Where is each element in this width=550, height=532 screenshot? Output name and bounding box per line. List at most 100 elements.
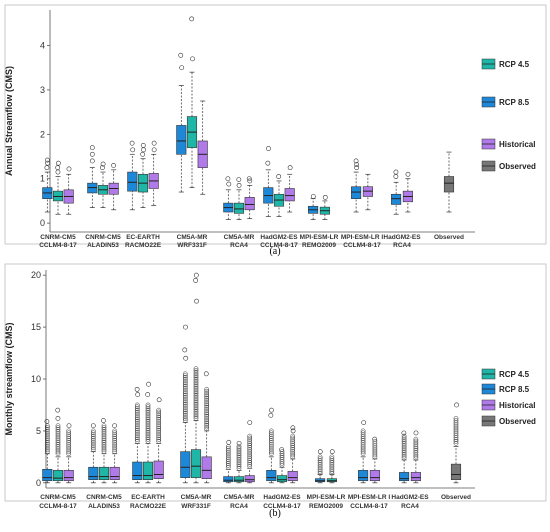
outlier-point xyxy=(134,422,140,428)
outlier-point xyxy=(279,457,285,462)
outlier-point xyxy=(134,435,140,441)
box-rcp45 xyxy=(326,449,337,484)
box-body xyxy=(127,171,138,192)
box-body xyxy=(190,449,202,478)
outlier-point xyxy=(44,419,50,424)
outlier-point xyxy=(372,448,378,454)
outlier-point xyxy=(361,420,367,425)
outlier-point xyxy=(134,409,140,415)
category-label: CM5A-MR xyxy=(224,494,255,501)
outlier-point xyxy=(193,371,199,377)
outlier-point xyxy=(90,447,96,452)
outlier-point xyxy=(236,464,242,469)
outlier-point xyxy=(190,56,195,62)
box-body xyxy=(132,461,143,480)
outlier-point xyxy=(401,453,407,459)
outlier-point xyxy=(66,166,72,172)
box-body xyxy=(244,197,255,211)
outlier-point xyxy=(55,430,61,436)
box-body xyxy=(42,469,53,482)
outlier-point xyxy=(453,433,459,439)
panel-frame xyxy=(4,263,547,502)
outlier-point xyxy=(66,447,72,453)
category-label: CCLM4-8-17 xyxy=(343,242,381,249)
outlier-point xyxy=(145,437,151,442)
outlier-point xyxy=(401,433,407,439)
category-label: RACMO22E xyxy=(125,242,162,249)
outlier-point xyxy=(89,151,95,157)
outlier-point xyxy=(193,412,199,418)
outlier-point xyxy=(329,465,335,471)
outlier-point xyxy=(268,441,274,447)
category-label: RCA4 xyxy=(401,503,419,510)
outlier-point xyxy=(193,389,199,395)
outlier-point xyxy=(317,454,323,460)
outlier-point xyxy=(44,427,50,432)
box-body xyxy=(244,475,255,483)
outlier-point xyxy=(247,439,253,445)
outlier-point xyxy=(413,430,419,436)
outlier-point xyxy=(290,446,296,452)
box-body xyxy=(276,475,288,483)
box-rcp85 xyxy=(223,176,234,220)
outlier-point xyxy=(145,429,151,435)
y-axis-label: Annual Streamflow (CMS) xyxy=(4,66,14,176)
outlier-point xyxy=(453,421,459,427)
outlier-point xyxy=(204,397,210,403)
outlier-point xyxy=(247,460,253,465)
outlier-point xyxy=(329,461,335,467)
outlier-point xyxy=(329,456,335,462)
outlier-point xyxy=(225,459,231,464)
box-body xyxy=(201,456,212,479)
outlier-point xyxy=(134,433,140,439)
outlier-point xyxy=(182,393,188,398)
outlier-point xyxy=(156,427,162,433)
outlier-point xyxy=(112,449,118,455)
outlier-point xyxy=(66,451,72,457)
box-rcp85 xyxy=(127,140,138,211)
outlier-point xyxy=(55,440,61,445)
outlier-point xyxy=(44,443,50,449)
outlier-point xyxy=(310,194,316,199)
outlier-point xyxy=(329,467,335,473)
y-tick-label: 5 xyxy=(36,426,41,436)
outlier-point xyxy=(134,402,140,408)
outlier-point xyxy=(182,385,188,391)
outlier-point xyxy=(145,426,151,431)
outlier-point xyxy=(55,160,61,166)
outlier-point xyxy=(401,442,407,448)
outlier-point xyxy=(247,463,253,469)
outlier-point xyxy=(44,440,50,445)
outlier-point xyxy=(145,424,151,430)
category-label: CNRM-CM5 xyxy=(85,234,121,241)
outlier-point xyxy=(268,432,274,438)
outlier-point xyxy=(145,420,151,426)
outlier-point xyxy=(134,417,140,422)
outlier-point xyxy=(134,431,140,437)
category-label: CNRM-CM5 xyxy=(40,234,76,241)
outlier-point xyxy=(182,394,188,400)
outlier-point xyxy=(268,451,274,457)
category-label: MPI-ESM-LR I xyxy=(341,234,383,241)
outlier-point xyxy=(44,157,50,163)
outlier-point xyxy=(225,453,231,459)
outlier-point xyxy=(413,446,419,451)
outlier-point xyxy=(101,432,107,438)
category-label: CM5A-MR xyxy=(181,494,212,501)
outlier-point xyxy=(317,463,323,469)
outlier-point xyxy=(279,460,285,466)
outlier-point xyxy=(247,452,253,458)
box-body xyxy=(98,466,110,480)
category-label: ALADIN53 xyxy=(87,242,119,249)
outlier-point xyxy=(189,16,195,22)
outlier-point xyxy=(247,456,253,462)
outlier-point xyxy=(265,160,271,166)
outlier-point xyxy=(193,373,199,379)
outlier-point xyxy=(101,443,107,449)
outlier-point xyxy=(453,416,459,421)
outlier-point xyxy=(225,461,231,466)
outlier-point xyxy=(90,443,96,449)
outlier-point xyxy=(360,436,366,441)
category-label: CM5A-MR xyxy=(224,234,255,241)
box-rcp85 xyxy=(391,169,402,215)
